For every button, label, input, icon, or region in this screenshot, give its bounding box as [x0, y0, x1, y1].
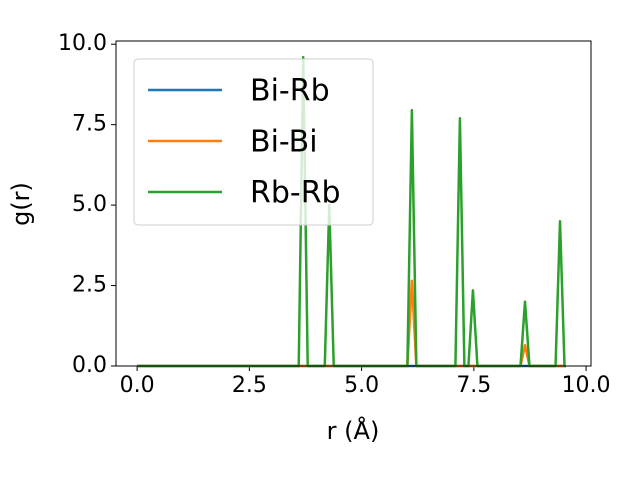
y-axis-label: g(r)	[7, 182, 35, 226]
y-tick-label: 5.0	[72, 192, 107, 217]
legend-label: Bi-Bi	[250, 125, 318, 160]
x-tick-label: 10.0	[562, 373, 611, 398]
legend-label: Bi-Rb	[250, 74, 330, 109]
legend-box	[133, 58, 374, 226]
y-tick-label: 2.5	[72, 273, 107, 298]
axes-frame	[115, 40, 592, 367]
x-axis-label: r (Å)	[327, 416, 380, 445]
x-tick-label: 2.5	[232, 373, 267, 398]
x-tick-label: 0.0	[120, 373, 155, 398]
y-tick-label: 7.5	[72, 112, 107, 137]
x-tick-label: 7.5	[456, 373, 491, 398]
y-tick-label: 0.0	[72, 353, 107, 378]
y-tick-label: 10.0	[58, 31, 107, 56]
x-tick-label: 5.0	[344, 373, 379, 398]
legend-label: Rb-Rb	[250, 176, 341, 211]
